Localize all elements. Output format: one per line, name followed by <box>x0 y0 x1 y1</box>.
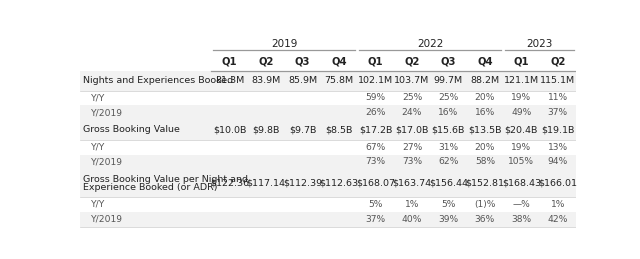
Text: Q1: Q1 <box>367 56 383 67</box>
Text: Nights and Experiences Booked: Nights and Experiences Booked <box>83 76 233 85</box>
Text: 2019: 2019 <box>271 39 298 49</box>
Text: Y/2019: Y/2019 <box>91 157 123 167</box>
Text: 39%: 39% <box>438 215 458 224</box>
Text: 31%: 31% <box>438 143 458 152</box>
Text: 37%: 37% <box>548 108 568 117</box>
Text: $152.81: $152.81 <box>465 179 504 188</box>
Text: Q1: Q1 <box>222 56 237 67</box>
Text: 19%: 19% <box>511 143 531 152</box>
Bar <box>80 105 576 120</box>
Text: 24%: 24% <box>402 108 422 117</box>
Text: 105%: 105% <box>508 157 534 167</box>
Text: 59%: 59% <box>365 93 385 102</box>
Text: $112.39: $112.39 <box>283 179 322 188</box>
Text: —%: —% <box>513 200 530 209</box>
Text: 11%: 11% <box>548 93 568 102</box>
Text: $17.2B: $17.2B <box>359 125 392 134</box>
Text: 36%: 36% <box>475 215 495 224</box>
Text: Q2: Q2 <box>550 56 566 67</box>
Text: 25%: 25% <box>438 93 458 102</box>
Text: Gross Booking Value: Gross Booking Value <box>83 125 180 134</box>
Text: 26%: 26% <box>365 108 386 117</box>
Text: 115.1M: 115.1M <box>540 76 575 85</box>
Text: $19.1B: $19.1B <box>541 125 575 134</box>
Text: 19%: 19% <box>511 93 531 102</box>
Text: 49%: 49% <box>511 108 531 117</box>
Text: 20%: 20% <box>475 93 495 102</box>
Text: Y/Y: Y/Y <box>91 200 106 209</box>
Text: $8.5B: $8.5B <box>325 125 353 134</box>
Text: 5%: 5% <box>441 200 456 209</box>
Text: 16%: 16% <box>438 108 458 117</box>
Text: Y/Y: Y/Y <box>91 93 106 102</box>
Text: 16%: 16% <box>475 108 495 117</box>
Text: 27%: 27% <box>402 143 422 152</box>
Text: $168.43: $168.43 <box>502 179 541 188</box>
Text: 38%: 38% <box>511 215 531 224</box>
Text: 73%: 73% <box>402 157 422 167</box>
Text: 25%: 25% <box>402 93 422 102</box>
Text: 40%: 40% <box>402 215 422 224</box>
Text: 58%: 58% <box>475 157 495 167</box>
Text: $9.7B: $9.7B <box>289 125 316 134</box>
Text: 37%: 37% <box>365 215 385 224</box>
Text: 5%: 5% <box>368 200 383 209</box>
Text: $17.0B: $17.0B <box>396 125 429 134</box>
Text: 13%: 13% <box>548 143 568 152</box>
Text: Q3: Q3 <box>295 56 310 67</box>
Text: (1)%: (1)% <box>474 200 495 209</box>
Text: $163.74: $163.74 <box>392 179 431 188</box>
Text: Q2: Q2 <box>259 56 274 67</box>
Text: 1%: 1% <box>550 200 565 209</box>
Text: 83.9M: 83.9M <box>252 76 281 85</box>
Bar <box>80 155 576 169</box>
Bar <box>80 212 576 227</box>
Text: Q4: Q4 <box>477 56 493 67</box>
Text: 103.7M: 103.7M <box>394 76 429 85</box>
Text: $122.36: $122.36 <box>210 179 249 188</box>
Text: $166.01: $166.01 <box>538 179 577 188</box>
Text: Y/2019: Y/2019 <box>91 215 123 224</box>
Text: $168.07: $168.07 <box>356 179 395 188</box>
Bar <box>80 71 576 90</box>
Text: Gross Booking Value per Night and: Gross Booking Value per Night and <box>83 175 248 184</box>
Text: $15.6B: $15.6B <box>432 125 465 134</box>
Text: $117.14: $117.14 <box>246 179 285 188</box>
Text: Y/Y: Y/Y <box>91 143 106 152</box>
Text: 85.9M: 85.9M <box>288 76 317 85</box>
Text: Q2: Q2 <box>404 56 420 67</box>
Text: 42%: 42% <box>548 215 568 224</box>
Text: 94%: 94% <box>548 157 568 167</box>
Text: Q1: Q1 <box>513 56 529 67</box>
Text: 67%: 67% <box>365 143 386 152</box>
Text: $13.5B: $13.5B <box>468 125 502 134</box>
Text: 99.7M: 99.7M <box>434 76 463 85</box>
Text: $10.0B: $10.0B <box>213 125 246 134</box>
Text: 81.3M: 81.3M <box>215 76 244 85</box>
Text: Q4: Q4 <box>332 56 347 67</box>
Text: 121.1M: 121.1M <box>504 76 539 85</box>
Text: Q3: Q3 <box>441 56 456 67</box>
Text: 75.8M: 75.8M <box>324 76 353 85</box>
Text: 2022: 2022 <box>417 39 444 49</box>
Bar <box>80 120 576 140</box>
Text: 62%: 62% <box>438 157 459 167</box>
Text: $20.4B: $20.4B <box>504 125 538 134</box>
Text: $9.8B: $9.8B <box>252 125 280 134</box>
Text: 73%: 73% <box>365 157 385 167</box>
Text: Y/2019: Y/2019 <box>91 108 123 117</box>
Text: $156.44: $156.44 <box>429 179 468 188</box>
Text: 20%: 20% <box>475 143 495 152</box>
Bar <box>80 169 576 197</box>
Text: 1%: 1% <box>404 200 419 209</box>
Text: $112.63: $112.63 <box>319 179 358 188</box>
Text: 2023: 2023 <box>526 39 553 49</box>
Text: Experience Booked (or ADR): Experience Booked (or ADR) <box>83 183 218 192</box>
Text: 102.1M: 102.1M <box>358 76 393 85</box>
Text: 88.2M: 88.2M <box>470 76 499 85</box>
